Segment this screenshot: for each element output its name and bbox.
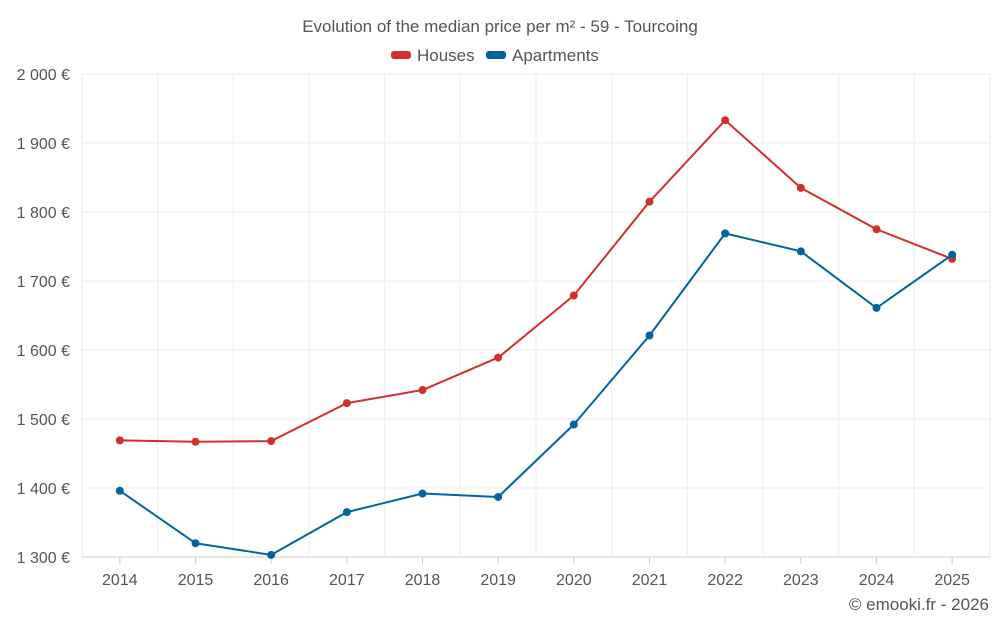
data-point-houses [796, 183, 805, 192]
y-tick-label: 1 700 € [17, 274, 70, 291]
x-tick-label: 2019 [480, 572, 516, 589]
y-tick-label: 1 800 € [17, 205, 70, 222]
series-apartments [115, 229, 957, 559]
x-tick-label: 2025 [934, 572, 970, 589]
x-tick-label: 2017 [329, 572, 365, 589]
data-point-apartments [418, 489, 427, 498]
y-tick-label: 1 500 € [17, 412, 70, 429]
data-point-apartments [494, 492, 503, 501]
data-point-apartments [267, 550, 276, 559]
legend-swatch-houses [391, 51, 411, 59]
data-point-apartments [872, 303, 881, 312]
grid [81, 73, 991, 558]
x-tick-label: 2020 [556, 572, 592, 589]
x-tick-label: 2023 [783, 572, 819, 589]
y-tick-label: 2 000 € [17, 67, 70, 84]
series-line-houses [118, 119, 954, 443]
x-tick-label: 2021 [632, 572, 668, 589]
x-tick-label: 2014 [102, 572, 138, 589]
data-point-houses [645, 197, 654, 206]
x-tick-label: 2016 [253, 572, 289, 589]
series-line-apartments [118, 232, 954, 556]
data-point-apartments [569, 420, 578, 429]
x-tick-label: 2018 [405, 572, 441, 589]
data-point-houses [494, 353, 503, 362]
series-group [115, 116, 957, 559]
y-tick-label: 1 900 € [17, 136, 70, 153]
data-point-apartments [948, 250, 957, 259]
data-point-apartments [115, 486, 124, 495]
y-tick-label: 1 600 € [17, 343, 70, 360]
legend-item-houses[interactable]: Houses [391, 46, 475, 65]
data-point-apartments [342, 508, 351, 517]
credit-text: © emooki.fr - 2026 [849, 595, 989, 614]
legend-item-apartments[interactable]: Apartments [486, 46, 599, 65]
y-axis: 1 300 € 1 400 € 1 500 € 1 600 € 1 700 € 1 800… [17, 67, 70, 567]
data-point-houses [872, 225, 881, 234]
data-point-houses [115, 436, 124, 445]
y-tick-label: 1 400 € [17, 481, 70, 498]
legend-swatch-apartments [486, 51, 506, 59]
legend-label-houses: Houses [417, 46, 475, 65]
data-point-houses [721, 116, 730, 125]
x-axis: 2014 2015 2016 2017 2018 2019 2020 2021 2022 2023… [102, 557, 970, 589]
x-tick-label: 2024 [859, 572, 895, 589]
series-houses [115, 116, 957, 446]
y-tick-label: 1 300 € [17, 550, 70, 567]
x-tick-label: 2022 [707, 572, 743, 589]
data-point-houses [191, 437, 200, 446]
data-point-apartments [796, 247, 805, 256]
data-point-apartments [645, 331, 654, 340]
data-point-apartments [191, 539, 200, 548]
data-point-houses [569, 291, 578, 300]
chart-title: Evolution of the median price per m² - 5… [302, 17, 698, 36]
data-point-houses [342, 399, 351, 408]
legend-label-apartments: Apartments [512, 46, 599, 65]
data-point-houses [418, 386, 427, 395]
x-tick-label: 2015 [178, 572, 214, 589]
data-point-apartments [721, 229, 730, 238]
data-point-houses [267, 437, 276, 446]
chart-legend: Houses Apartments [391, 46, 599, 65]
